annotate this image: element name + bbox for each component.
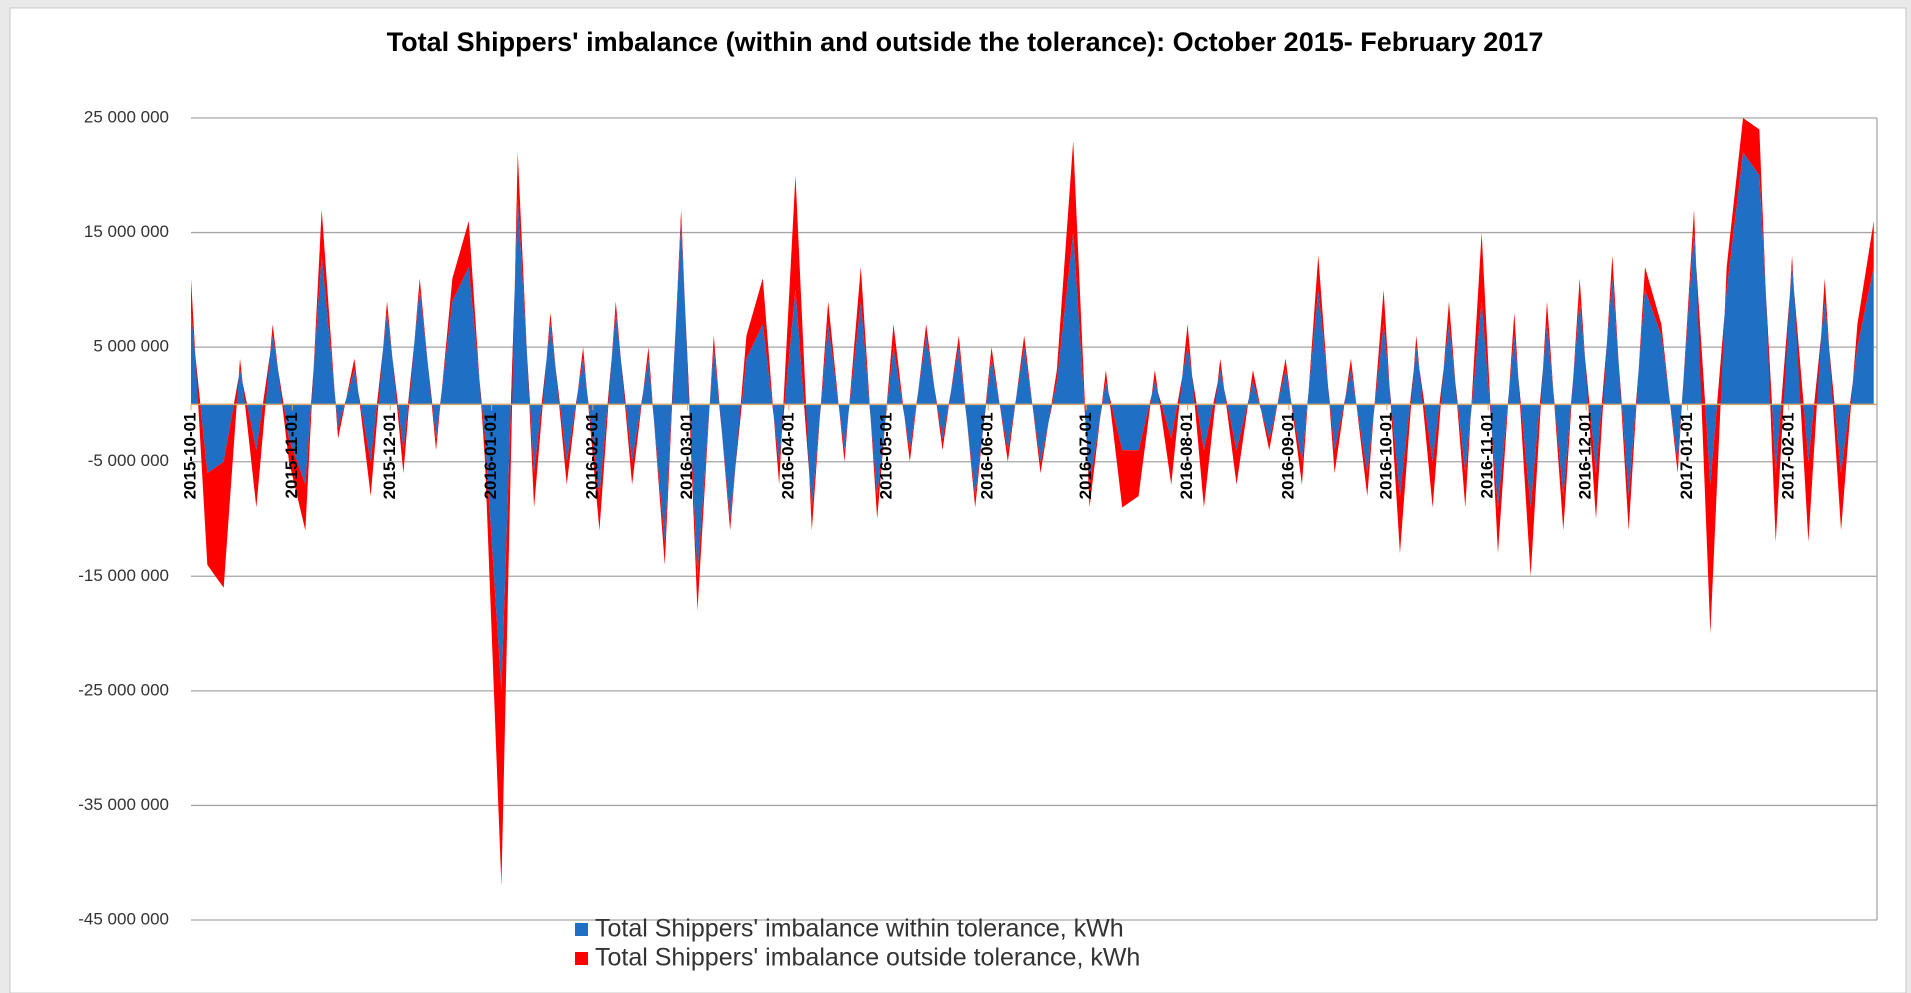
y-tick-label: -35 000 000 [78,795,169,814]
y-tick-label: 25 000 000 [84,107,169,126]
x-tick-label: 2016-05-01 [876,412,895,499]
x-tick-label: 2016-02-01 [582,412,601,499]
legend-swatch [575,952,588,965]
x-tick-label: 2016-12-01 [1576,412,1595,499]
area-within [191,152,1874,691]
x-tick-label: 2016-11-01 [1478,412,1497,498]
x-tick-label: 2015-12-01 [380,412,399,499]
y-tick-label: 15 000 000 [84,222,169,241]
legend-swatch [575,923,588,936]
x-tick-label: 2016-07-01 [1076,412,1095,499]
y-tick-label: -25 000 000 [78,680,169,699]
x-tick-label: 2016-10-01 [1376,412,1395,499]
x-tick-label: 2017-02-01 [1778,412,1797,499]
x-tick-label: 2016-01-01 [481,412,500,499]
x-tick-label: 2015-10-01 [180,412,199,499]
x-tick-label: 2016-06-01 [978,412,997,499]
chart-area [9,7,1907,993]
chart-title: Total Shippers' imbalance (within and ou… [387,27,1544,57]
x-tick-label: 2016-08-01 [1177,412,1196,499]
x-tick-label: 2016-09-01 [1278,412,1297,499]
legend-label: Total Shippers' imbalance within toleran… [595,915,1124,943]
y-tick-label: -45 000 000 [78,909,169,928]
y-tick-label: -5 000 000 [88,451,169,470]
x-tick-label: 2016-04-01 [778,412,797,499]
x-tick-label: 2017-01-01 [1677,412,1696,499]
legend-label: Total Shippers' imbalance outside tolera… [595,944,1140,972]
x-tick-label: 2015-11-01 [282,412,301,498]
y-tick-label: -15 000 000 [78,566,169,585]
x-tick-label: 2016-03-01 [677,412,696,499]
y-tick-label: 5 000 000 [93,337,169,356]
